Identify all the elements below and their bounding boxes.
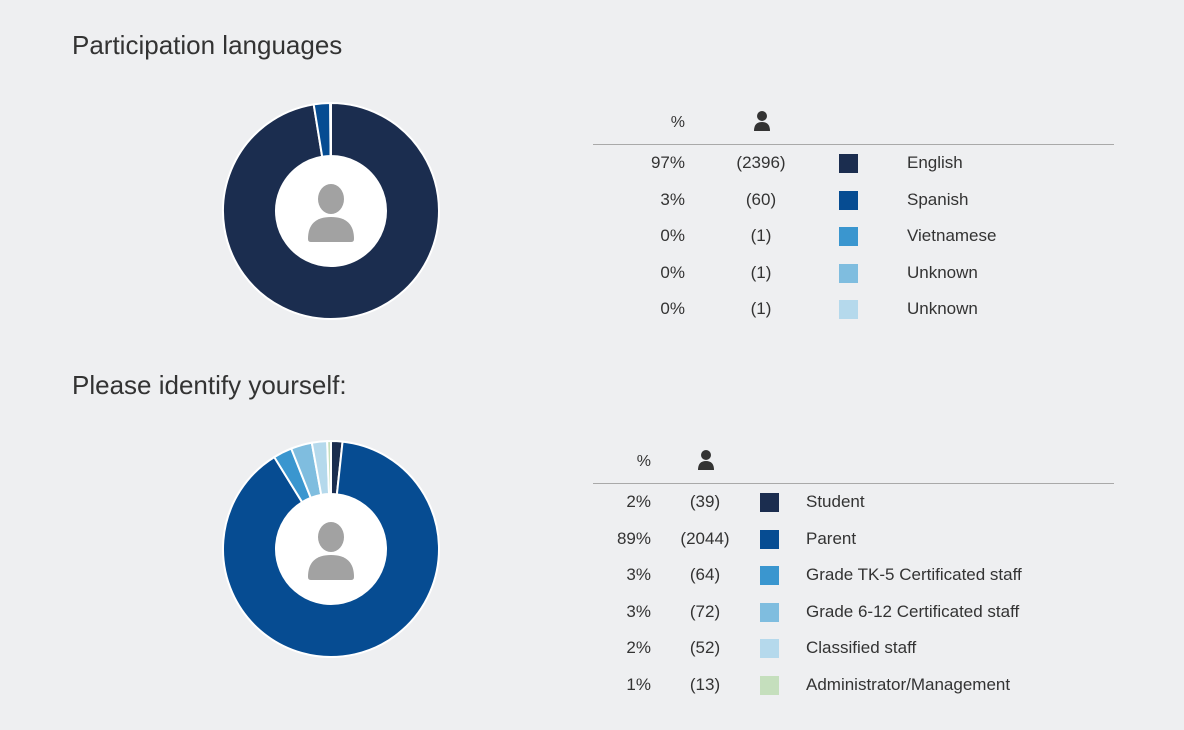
legend-swatch <box>760 529 779 549</box>
row-count: (1) <box>750 226 772 246</box>
legend-swatch <box>760 566 779 586</box>
legend-swatch <box>839 263 858 283</box>
legend-swatch <box>760 639 779 659</box>
legend-row: 0% (1) Vietnamese <box>593 218 1114 255</box>
row-count: (13) <box>689 674 721 694</box>
person-icon <box>697 449 715 476</box>
legend-row: 3% (72) Grade 6-12 Certificated staff <box>593 594 1114 631</box>
legend-row: 0% (1) Unknown <box>593 255 1114 292</box>
person-icon <box>308 184 354 242</box>
row-label: Grade TK-5 Certificated staff <box>806 565 1022 585</box>
legend-swatch <box>839 227 858 247</box>
row-label: Spanish <box>907 189 969 209</box>
legend-rows: 2% (39) Student 89% (2044) Parent 3% (64) Grade … <box>593 484 1114 704</box>
percent-column-header: % <box>636 453 651 470</box>
donut-chart <box>222 440 440 658</box>
percent-column-header: % <box>670 114 685 131</box>
legend-table: % 2% (39) Student 89% (2044) Parent 3% (64) Grad… <box>593 441 1114 704</box>
row-label: Grade 6-12 Certificated staff <box>806 601 1020 621</box>
row-label: Parent <box>806 528 857 548</box>
row-count: (72) <box>689 601 721 621</box>
person-icon <box>753 110 771 137</box>
legend-rows: 97% (2396) English 3% (60) Spanish 0% (1) Vietna… <box>593 145 1114 328</box>
donut-chart <box>222 102 440 320</box>
row-label: Administrator/Management <box>806 674 1011 694</box>
chart-title: Participation languages <box>72 30 343 60</box>
chart-title: Please identify yourself: <box>72 370 347 400</box>
legend-row: 2% (39) Student <box>593 484 1114 521</box>
legend-swatch <box>839 300 858 320</box>
legend-row: 97% (2396) English <box>593 145 1114 182</box>
row-percent: 97% <box>650 153 685 172</box>
row-count: (1) <box>750 299 772 319</box>
row-percent: 0% <box>660 262 685 282</box>
row-percent: 3% <box>626 565 651 585</box>
row-count: (60) <box>745 189 777 209</box>
legend-row: 2% (52) Classified staff <box>593 630 1114 667</box>
row-percent: 2% <box>626 638 651 658</box>
legend-table: % 97% (2396) English 3% (60) Spanish 0% (1) Viet… <box>593 102 1114 328</box>
row-label: Student <box>806 492 865 511</box>
legend-swatch <box>839 154 858 173</box>
row-count: (39) <box>689 492 721 511</box>
row-percent: 3% <box>660 189 685 209</box>
row-label: Vietnamese <box>907 226 997 246</box>
legend-header: % <box>593 102 1114 145</box>
row-label: Classified staff <box>806 638 917 658</box>
row-count: (64) <box>689 565 721 585</box>
legend-swatch <box>760 602 779 622</box>
legend-row: 89% (2044) Parent <box>593 521 1114 558</box>
legend-row: 3% (64) Grade TK-5 Certificated staff <box>593 557 1114 594</box>
legend-row: 1% (13) Administrator/Management <box>593 667 1114 704</box>
row-percent: 0% <box>660 299 685 319</box>
person-icon <box>308 522 354 580</box>
legend-row: 0% (1) Unknown <box>593 291 1114 328</box>
row-label: Unknown <box>907 299 978 319</box>
row-count: (1) <box>750 262 772 282</box>
row-label: English <box>907 153 963 172</box>
row-percent: 3% <box>626 601 651 621</box>
donut-svg <box>222 102 440 320</box>
row-label: Unknown <box>907 262 978 282</box>
row-percent: 0% <box>660 226 685 246</box>
donut-svg <box>222 440 440 658</box>
row-percent: 89% <box>616 528 651 548</box>
legend-swatch <box>760 493 779 512</box>
row-percent: 1% <box>626 674 651 694</box>
row-count: (52) <box>689 638 721 658</box>
legend-swatch <box>760 675 779 695</box>
legend-row: 3% (60) Spanish <box>593 182 1114 219</box>
row-percent: 2% <box>626 492 651 511</box>
row-count: (2396) <box>736 153 786 172</box>
legend-header: % <box>593 441 1114 484</box>
row-count: (2044) <box>680 528 730 548</box>
legend-swatch <box>839 190 858 210</box>
